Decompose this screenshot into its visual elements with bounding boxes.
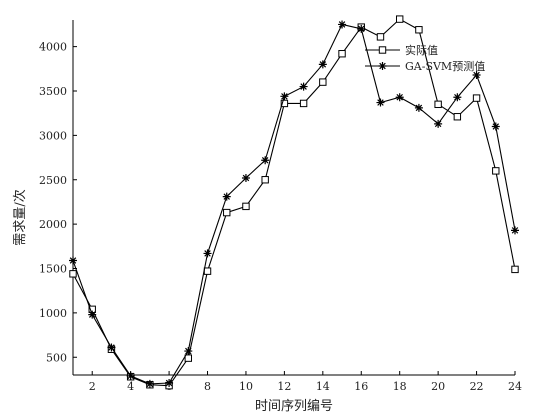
data-point-star bbox=[88, 310, 97, 319]
data-point-star bbox=[126, 371, 135, 380]
data-point-square bbox=[69, 270, 77, 278]
y-tick-label: 2000 bbox=[39, 218, 67, 231]
x-tick-label: 22 bbox=[470, 380, 484, 393]
data-point-square bbox=[338, 50, 346, 58]
data-point-star bbox=[453, 93, 462, 102]
series-line bbox=[72, 23, 516, 385]
legend-label-predicted: GA-SVM预测值 bbox=[405, 60, 485, 73]
axes bbox=[72, 20, 515, 376]
legend-item-actual: 实际值 bbox=[365, 43, 438, 57]
data-point-square bbox=[511, 265, 519, 274]
data-point-star bbox=[222, 192, 231, 201]
y-tick-label: 500 bbox=[46, 351, 67, 364]
data-point-square bbox=[472, 94, 481, 102]
data-point-square bbox=[434, 100, 442, 109]
x-axis-ticks: 24681012141618202224 bbox=[89, 371, 522, 393]
x-tick-label: 14 bbox=[316, 380, 330, 393]
data-point-star bbox=[472, 71, 481, 80]
data-point-square bbox=[203, 267, 212, 275]
data-point-square bbox=[223, 208, 231, 217]
y-tick-label: 3000 bbox=[39, 129, 67, 142]
data-point-square bbox=[299, 99, 308, 108]
x-tick-label: 10 bbox=[239, 380, 253, 393]
y-tick-label: 4000 bbox=[39, 41, 67, 54]
y-tick-label: 1000 bbox=[39, 307, 67, 320]
x-tick-label: 2 bbox=[89, 380, 96, 393]
data-point-star bbox=[491, 122, 500, 131]
data-point-star bbox=[434, 119, 443, 128]
data-point-star bbox=[261, 156, 270, 165]
series-group bbox=[69, 15, 519, 390]
y-tick-label: 2500 bbox=[39, 174, 67, 187]
y-axis-title: 需求量/次 bbox=[12, 189, 28, 245]
y-tick-label: 3500 bbox=[39, 85, 67, 98]
data-point-star bbox=[511, 226, 519, 235]
data-point-square bbox=[453, 113, 462, 121]
x-tick-label: 12 bbox=[277, 380, 291, 393]
y-axis-ticks: 500 1000 1500 2000 2500 3000 3500 4000 bbox=[39, 41, 77, 364]
x-tick-label: 18 bbox=[393, 380, 407, 393]
data-point-star bbox=[165, 378, 174, 387]
data-point-square bbox=[261, 176, 269, 184]
legend: 实际值 GA-SVM预测值 bbox=[365, 43, 485, 73]
data-point-square bbox=[376, 33, 385, 41]
x-axis-title: 时间序列编号 bbox=[255, 399, 333, 414]
data-point-square bbox=[415, 26, 423, 34]
data-point-star bbox=[357, 24, 366, 33]
data-point-star bbox=[241, 173, 250, 182]
legend-marker-square bbox=[378, 46, 387, 54]
data-point-star bbox=[203, 249, 212, 258]
x-tick-label: 8 bbox=[204, 380, 211, 393]
data-point-star bbox=[184, 347, 193, 356]
x-tick-label: 20 bbox=[431, 380, 445, 393]
legend-label-actual: 实际值 bbox=[405, 43, 438, 57]
y-tick-label: 1500 bbox=[39, 263, 67, 276]
data-point-square bbox=[492, 167, 500, 175]
data-point-square bbox=[184, 354, 193, 362]
data-point-star bbox=[395, 93, 404, 102]
data-point-star bbox=[145, 379, 154, 388]
data-point-star bbox=[107, 343, 116, 352]
data-point-square bbox=[242, 202, 250, 211]
data-point-star bbox=[299, 82, 308, 91]
series-predicted bbox=[69, 20, 519, 388]
data-point-star bbox=[338, 20, 347, 29]
data-point-square bbox=[319, 78, 327, 86]
x-tick-label: 4 bbox=[127, 380, 134, 393]
x-tick-label: 16 bbox=[354, 380, 368, 393]
data-point-star bbox=[318, 60, 327, 69]
series-line bbox=[72, 18, 516, 387]
data-point-star bbox=[280, 92, 289, 101]
legend-marker-star bbox=[378, 62, 387, 70]
data-point-star bbox=[414, 103, 423, 112]
data-point-square bbox=[395, 15, 404, 23]
x-tick-label: 24 bbox=[508, 380, 522, 393]
legend-item-predicted: GA-SVM预测值 bbox=[365, 60, 485, 73]
data-point-star bbox=[69, 256, 77, 265]
data-point-star bbox=[376, 98, 385, 107]
